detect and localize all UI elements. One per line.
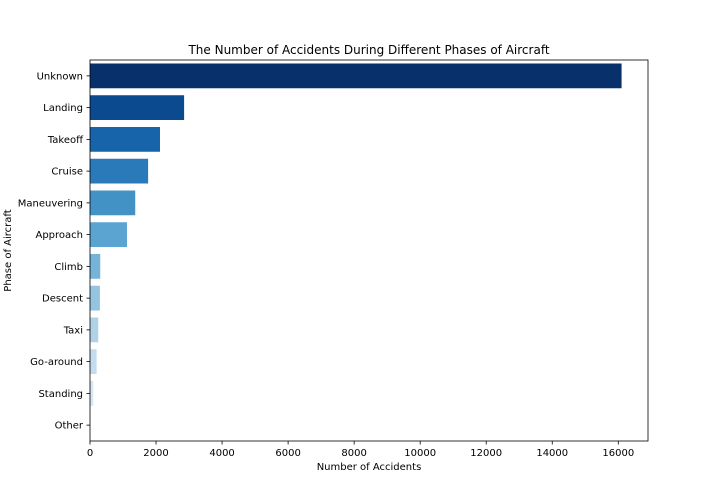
x-tick-label: 16000	[602, 448, 634, 459]
x-tick-label: 8000	[341, 448, 366, 459]
x-tick-label: 14000	[536, 448, 568, 459]
y-tick-label: Climb	[54, 262, 83, 273]
x-axis-ticks: 0 2000 4000 6000 8000 10000 12000 14000 16000	[87, 441, 634, 459]
bar-descent	[90, 285, 100, 311]
bar-go-around	[90, 349, 97, 375]
bar-unknown	[90, 63, 622, 89]
plot-frame	[89, 59, 649, 442]
bars-group	[90, 63, 622, 438]
y-tick-label: Takeoff	[47, 135, 84, 146]
chart-title: The Number of Accidents During Different…	[187, 43, 549, 57]
x-tick-label: 12000	[470, 448, 502, 459]
y-tick-label: Maneuvering	[18, 198, 83, 209]
bar-cruise	[90, 158, 149, 184]
bar-approach	[90, 222, 127, 248]
x-tick-label: 2000	[143, 448, 168, 459]
bar-takeoff	[90, 126, 160, 152]
y-tick-label: Standing	[38, 389, 83, 400]
bar-landing	[90, 95, 185, 121]
y-axis-ticks: Unknown Landing Takeoff Cruise Maneuvering Ap…	[18, 71, 90, 432]
y-tick-label: Descent	[42, 294, 83, 305]
y-tick-label: Unknown	[37, 71, 83, 82]
y-tick-label: Landing	[43, 103, 83, 114]
x-tick-label: 6000	[275, 448, 300, 459]
y-tick-label: Go-around	[30, 357, 83, 368]
x-tick-label: 0	[87, 448, 93, 459]
x-axis-label: Number of Accidents	[317, 462, 422, 473]
bar-taxi	[90, 317, 99, 343]
x-tick-label: 10000	[404, 448, 436, 459]
y-tick-label: Taxi	[63, 325, 83, 336]
bar-climb	[90, 253, 101, 279]
y-axis-label: Phase of Aircraft	[3, 209, 14, 291]
x-tick-label: 4000	[209, 448, 234, 459]
bar-maneuvering	[90, 190, 136, 216]
y-tick-label: Other	[55, 421, 84, 432]
y-tick-label: Approach	[35, 230, 83, 241]
y-tick-label: Cruise	[51, 167, 83, 178]
bar-standing	[90, 380, 94, 406]
